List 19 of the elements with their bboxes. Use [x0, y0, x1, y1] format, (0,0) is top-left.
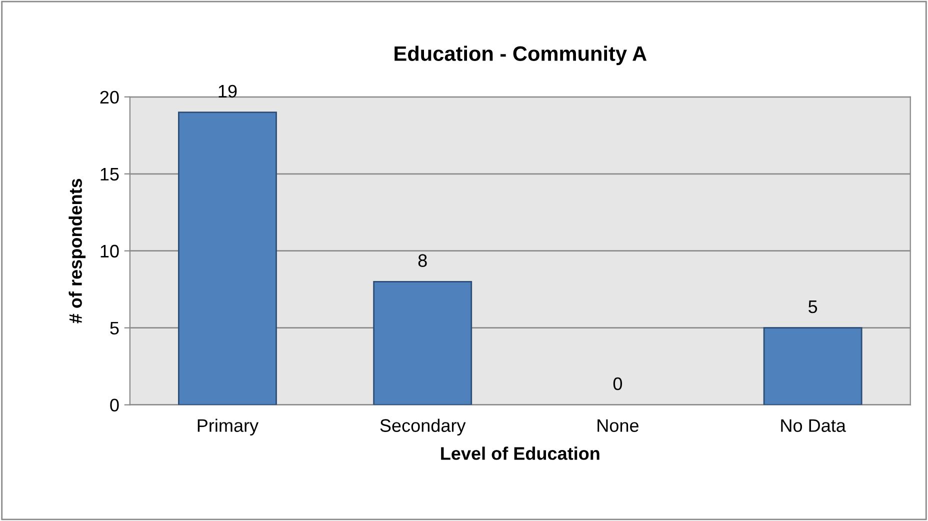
chart-title: Education - Community A — [394, 46, 647, 66]
bar — [763, 327, 862, 405]
bar — [178, 112, 277, 405]
x-tick-label: Primary — [198, 418, 259, 436]
y-tick-label: 0 — [110, 398, 119, 412]
y-tick-label: 15 — [100, 168, 119, 181]
x-tick-label: No Data — [781, 419, 846, 432]
x-axis-title: Level of Education — [441, 446, 600, 460]
y-tick-label: 20 — [100, 90, 119, 104]
data-label: 5 — [808, 300, 818, 314]
y-tick-label: 10 — [100, 244, 119, 258]
bar — [373, 280, 472, 405]
data-label: 0 — [613, 377, 622, 390]
x-tick-label: Secondary — [380, 418, 466, 436]
y-tick-label: 5 — [110, 322, 119, 335]
y-axis-title: # of respondents — [68, 178, 86, 324]
x-tick-label: None — [598, 419, 638, 432]
data-label: 8 — [418, 254, 427, 267]
data-label: 19 — [218, 84, 237, 98]
